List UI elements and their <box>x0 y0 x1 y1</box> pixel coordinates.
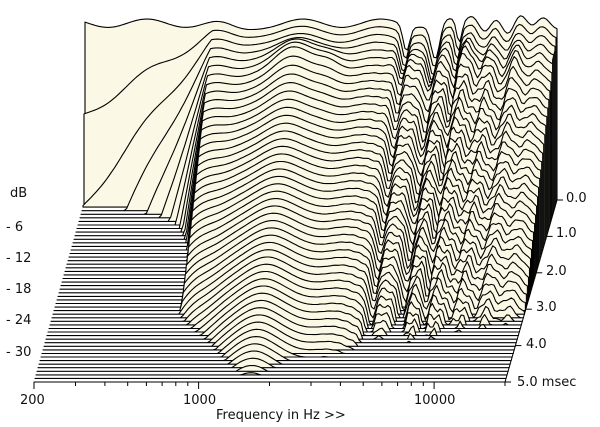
freq-tick-label: 10000 <box>414 393 455 408</box>
frequency-ticks <box>33 382 506 389</box>
waterfall-slice <box>41 328 514 355</box>
time-ticks <box>505 199 563 383</box>
depth-axis-line <box>504 199 558 383</box>
waterfall-slice <box>40 336 513 358</box>
time-tick-label: 0.0 <box>566 191 587 206</box>
time-tick-label: 3.0 <box>536 300 557 315</box>
waterfall-slice <box>36 364 509 372</box>
waterfall-slice <box>37 357 510 369</box>
db-tick-label: - 30 <box>6 345 31 360</box>
waterfall-slice <box>39 343 512 362</box>
time-tick-label: 1.0 <box>556 226 577 241</box>
waterfall-slice <box>42 321 515 351</box>
waterfall-slice <box>38 350 511 365</box>
time-tick-label: 5.0 msec <box>517 375 576 390</box>
db-tick-label: - 6 <box>6 220 23 235</box>
freq-tick-label: 1000 <box>183 393 216 408</box>
db-tick-label: - 24 <box>6 313 31 328</box>
db-tick-label: - 18 <box>6 282 31 297</box>
time-tick-label: 4.0 <box>526 337 547 352</box>
db-tick-label: - 12 <box>6 251 31 266</box>
slice-edge-shadow <box>552 40 557 215</box>
x-axis-title: Frequency in Hz >> <box>216 408 346 423</box>
axes <box>33 199 563 389</box>
db-unit-label: dB <box>10 186 27 201</box>
waterfall-slice <box>35 372 508 376</box>
waterfall-slices <box>33 15 558 383</box>
freq-tick-label: 200 <box>20 393 45 408</box>
time-tick-label: 2.0 <box>546 264 567 279</box>
